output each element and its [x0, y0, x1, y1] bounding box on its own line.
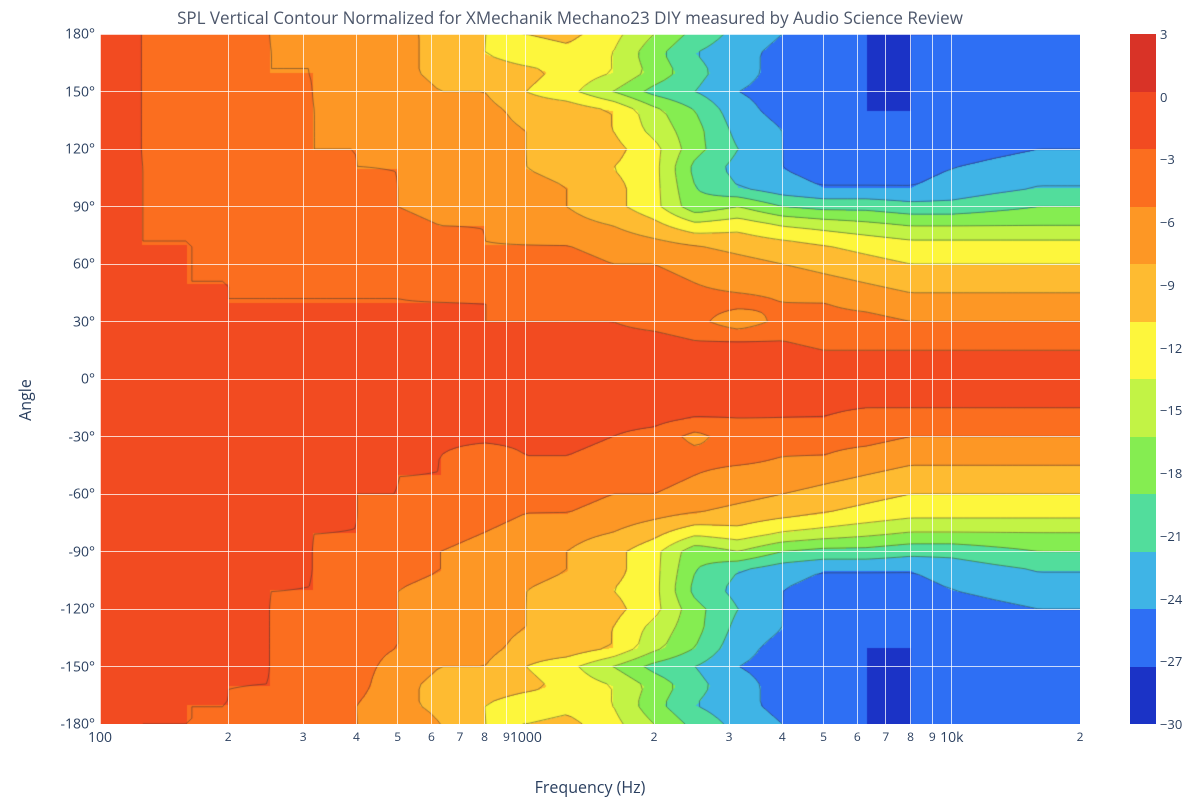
- gridline-h: [100, 34, 1080, 35]
- chart-title: SPL Vertical Contour Normalized for XMec…: [0, 6, 1140, 29]
- colorbar-tick-label: −15: [1160, 401, 1200, 419]
- colorbar-tick-label: −18: [1160, 464, 1200, 482]
- colorbar-swatch: [1130, 92, 1156, 150]
- gridline-h: [100, 91, 1080, 92]
- y-tick-label: 0°: [5, 370, 95, 389]
- colorbar-swatch: [1130, 34, 1156, 92]
- gridline-h: [100, 206, 1080, 207]
- x-tick-label: 2: [225, 728, 232, 745]
- colorbar-tick-label: 0: [1160, 88, 1200, 106]
- y-tick-label: -30°: [5, 427, 95, 446]
- x-tick-label: 6: [428, 728, 435, 745]
- gridline-h: [100, 666, 1080, 667]
- y-tick-label: -60°: [5, 485, 95, 504]
- x-tick-label: 4: [353, 728, 360, 745]
- x-tick-label: 7: [456, 728, 463, 745]
- y-tick-label: -180°: [5, 715, 95, 734]
- x-tick-label: 7: [882, 728, 889, 745]
- x-tick-label: 2: [651, 728, 658, 745]
- y-tick-label: -120°: [5, 600, 95, 619]
- colorbar-tick-label: −3: [1160, 150, 1200, 168]
- y-tick-label: -150°: [5, 657, 95, 676]
- y-tick-label: 30°: [5, 312, 95, 331]
- y-tick-label: 180°: [5, 25, 95, 44]
- colorbar-tick-label: −9: [1160, 276, 1200, 294]
- colorbar-tick-label: −30: [1160, 715, 1200, 733]
- gridline-h: [100, 609, 1080, 610]
- x-axis-label: Frequency (Hz): [100, 776, 1080, 798]
- y-tick-label: 120°: [5, 140, 95, 159]
- x-tick-label: 9: [503, 728, 510, 745]
- colorbar-tick-label: −6: [1160, 213, 1200, 231]
- colorbar-swatch: [1130, 494, 1156, 552]
- x-tick-label: 4: [779, 728, 786, 745]
- x-tick-label: 8: [907, 728, 914, 745]
- y-tick-label: 60°: [5, 255, 95, 274]
- colorbar-swatch: [1130, 552, 1156, 610]
- x-tick-label: 3: [726, 728, 733, 745]
- colorbar-tick-label: −24: [1160, 590, 1200, 608]
- gridline-h: [100, 724, 1080, 725]
- colorbar-swatch: [1130, 322, 1156, 380]
- x-tick-label: 6: [854, 728, 861, 745]
- colorbar-swatch: [1130, 609, 1156, 667]
- colorbar-swatch: [1130, 264, 1156, 322]
- gridline-h: [100, 494, 1080, 495]
- gridline-h: [100, 379, 1080, 380]
- plot-area: [100, 34, 1080, 724]
- y-tick-label: -90°: [5, 542, 95, 561]
- x-tick-label: 1000: [510, 728, 542, 747]
- colorbar-swatch: [1130, 437, 1156, 495]
- colorbar-swatch: [1130, 207, 1156, 265]
- gridline-h: [100, 149, 1080, 150]
- gridline-h: [100, 436, 1080, 437]
- colorbar-tick-label: −21: [1160, 527, 1200, 545]
- colorbar-tick-label: −27: [1160, 652, 1200, 670]
- x-tick-label: 9: [929, 728, 936, 745]
- x-tick-label: 10k: [940, 728, 963, 747]
- x-tick-label: 2: [1077, 728, 1084, 745]
- colorbar-swatch: [1130, 379, 1156, 437]
- x-tick-label: 100: [88, 728, 112, 747]
- x-tick-label: 5: [394, 728, 401, 745]
- gridline-h: [100, 264, 1080, 265]
- colorbar: 30−3−6−9−12−15−18−21−24−27−30: [1130, 34, 1156, 724]
- y-tick-label: 90°: [5, 197, 95, 216]
- x-tick-label: 5: [820, 728, 827, 745]
- colorbar-swatch: [1130, 667, 1156, 725]
- y-tick-label: 150°: [5, 82, 95, 101]
- colorbar-tick-label: −12: [1160, 339, 1200, 357]
- colorbar-tick-label: 3: [1160, 25, 1200, 43]
- x-tick-label: 8: [481, 728, 488, 745]
- gridline-h: [100, 321, 1080, 322]
- colorbar-swatch: [1130, 149, 1156, 207]
- gridline-h: [100, 551, 1080, 552]
- x-tick-label: 3: [300, 728, 307, 745]
